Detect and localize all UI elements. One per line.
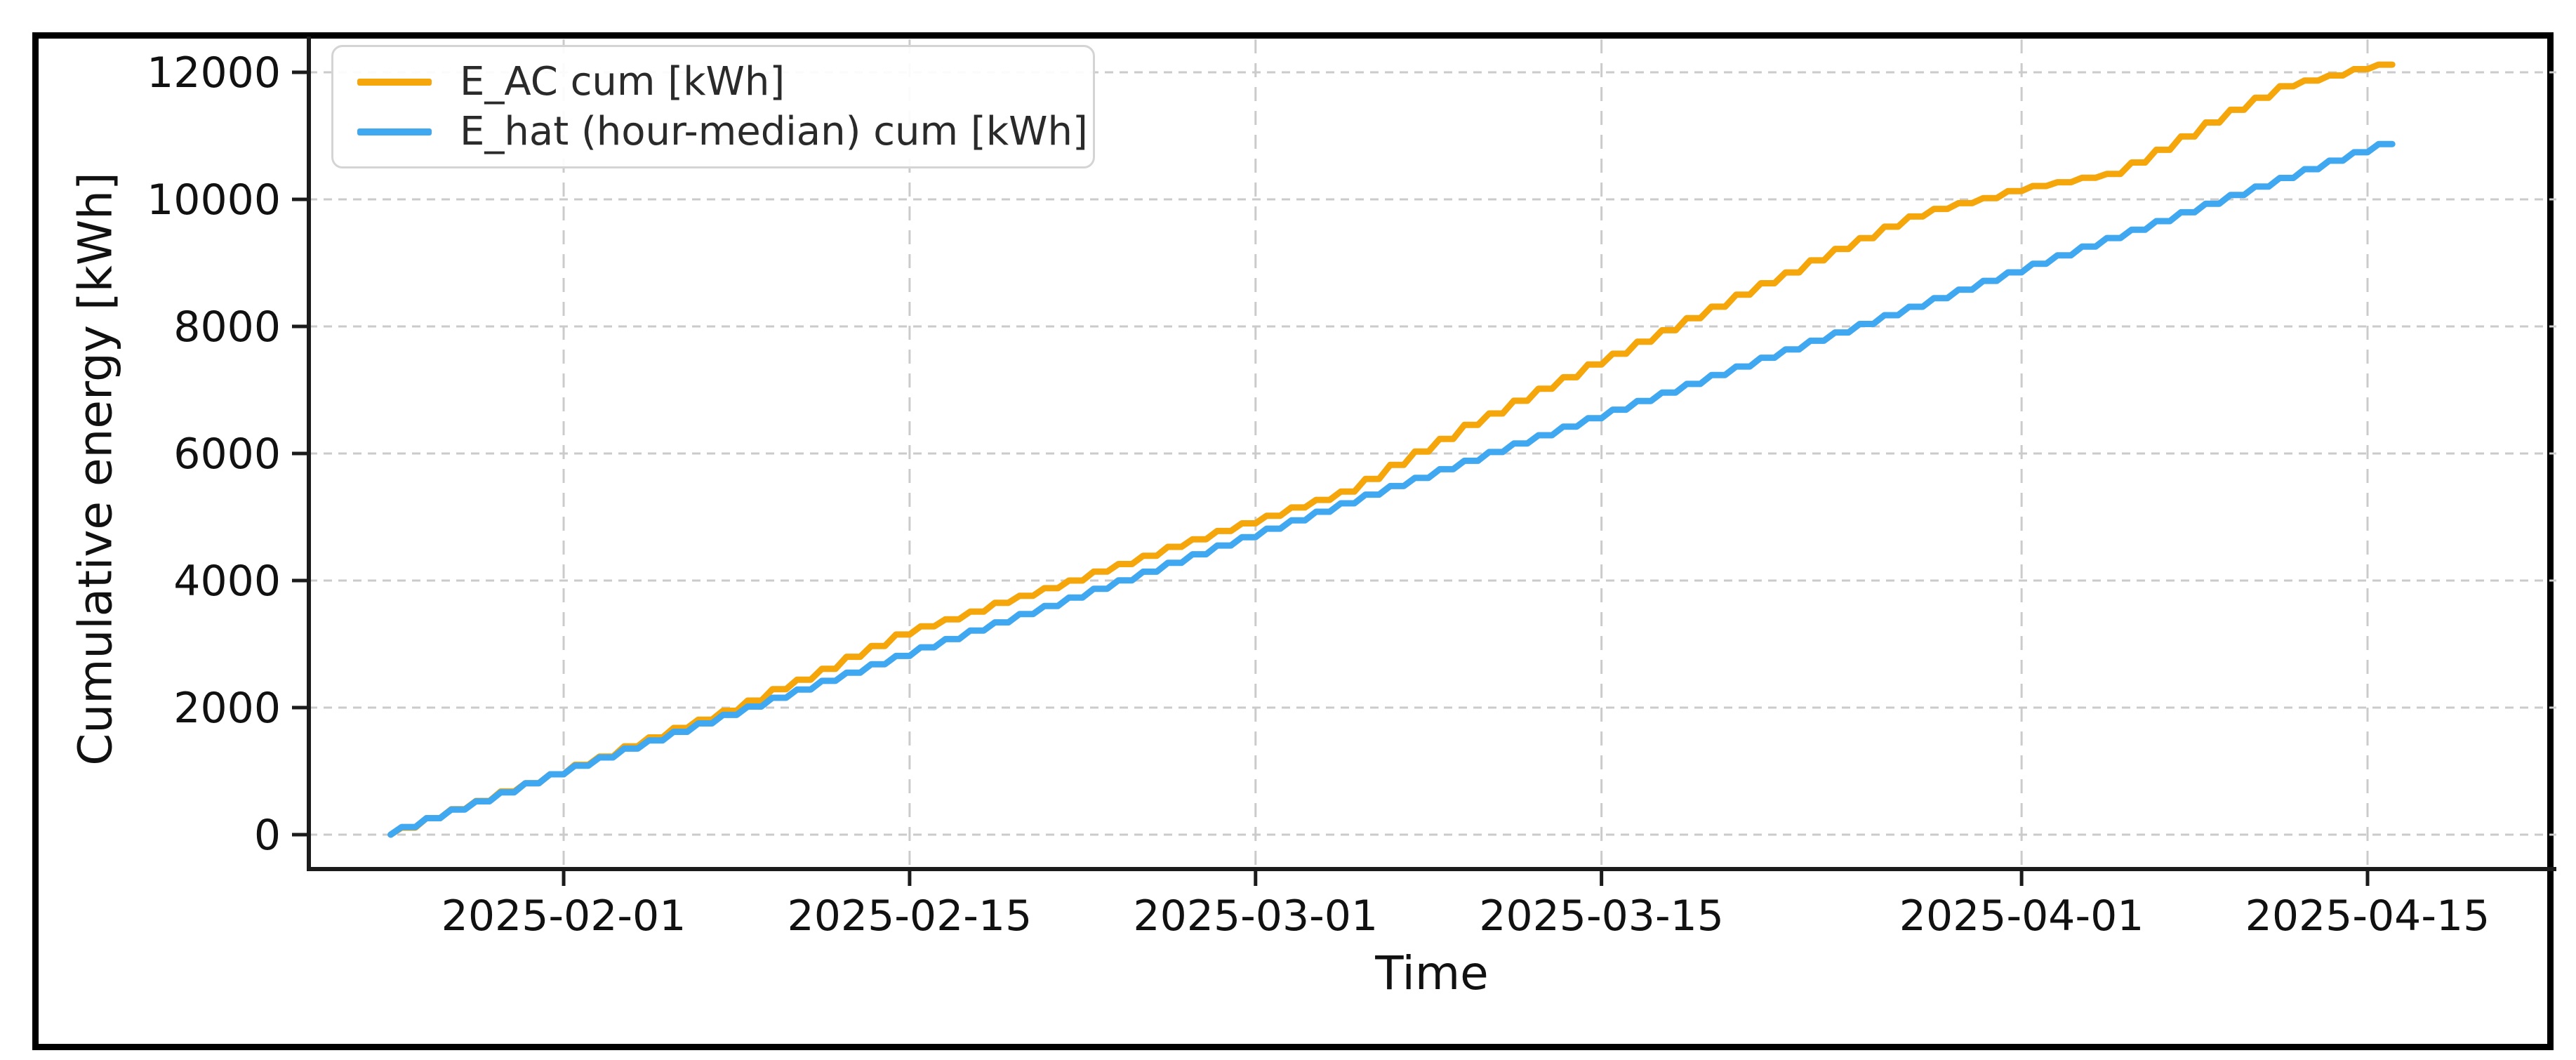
y-tick-label: 2000 — [173, 684, 281, 733]
x-tick-label: 2025-02-01 — [441, 892, 686, 941]
x-tick-label: 2025-03-15 — [1479, 892, 1724, 941]
x-tick-label: 2025-02-15 — [788, 892, 1033, 941]
series-line-ehat — [387, 140, 2396, 838]
legend-item-ehat: E_hat (hour-median) cum [kWh] — [357, 109, 1093, 154]
legend-label-ehat: E_hat (hour-median) cum [kWh] — [460, 109, 1088, 154]
y-tick-label: 12000 — [147, 48, 281, 98]
legend: E_AC cum [kWh] E_hat (hour-median) cum [… — [331, 45, 1095, 168]
figure-frame — [32, 32, 2554, 1050]
x-axis-label: Time — [1375, 946, 1489, 1000]
y-tick-label: 4000 — [173, 557, 281, 606]
y-tick-label: 6000 — [173, 430, 281, 479]
x-tick-label: 2025-03-01 — [1133, 892, 1378, 941]
legend-item-eac: E_AC cum [kWh] — [357, 59, 1093, 105]
x-tick-label: 2025-04-01 — [1899, 892, 2144, 941]
series-line-eac — [387, 61, 2396, 838]
legend-line-swatch-orange-icon — [357, 78, 432, 86]
x-tick-label: 2025-04-15 — [2245, 892, 2490, 941]
y-axis-label: Cumulative energy [kWh] — [68, 172, 123, 766]
legend-label-eac: E_AC cum [kWh] — [460, 59, 785, 105]
y-tick-label: 8000 — [173, 303, 281, 352]
legend-line-swatch-blue-icon — [357, 128, 432, 135]
y-tick-label: 0 — [254, 811, 281, 860]
y-tick-label: 10000 — [147, 175, 281, 225]
